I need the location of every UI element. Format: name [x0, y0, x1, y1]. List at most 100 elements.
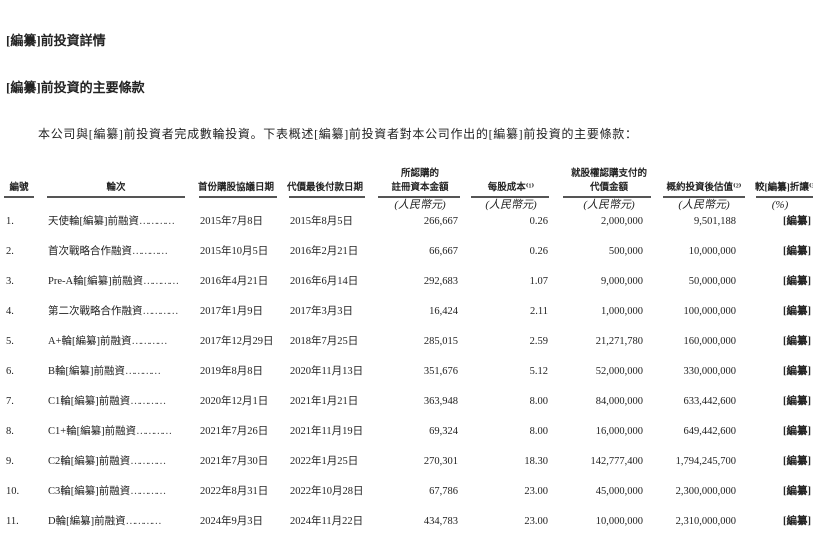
leader-dots: …………	[142, 306, 179, 317]
cell-cost-per-share: 23.00	[524, 516, 548, 527]
cell-valuation: 2,310,000,000	[675, 516, 736, 527]
cell-payment-date: 2015年8月5日	[290, 216, 353, 227]
header-agreement-date: 首份購股協議日期	[197, 183, 274, 193]
cell-registered-capital: 66,667	[429, 246, 458, 257]
unit-registered-capital: (人民幣元)	[394, 199, 446, 211]
round-name: C1輪[編纂]前融資	[48, 396, 131, 407]
cell-cost-per-share: 5.12	[529, 366, 548, 377]
round-name: 天使輪[編纂]前融資	[48, 216, 139, 227]
cell-no: 5.	[6, 336, 14, 347]
cell-registered-capital: 351,676	[423, 366, 458, 377]
cell-agreement-date: 2015年7月8日	[200, 216, 263, 227]
unit-consideration: (人民幣元)	[583, 199, 635, 211]
cell-payment-date: 2020年11月13日	[290, 366, 364, 377]
intro-paragraph: 本公司與[編纂]前投資者完成數輪投資。下表概述[編纂]前投資者對本公司作出的[編…	[38, 127, 638, 141]
table-row: 1. 天使輪[編纂]前融資………… 2015年7月8日 2015年8月5日 26…	[0, 215, 813, 235]
cell-cost-per-share: 0.26	[529, 216, 548, 227]
cell-round: 首次戰略合作融資…………	[48, 245, 194, 259]
cell-valuation: 1,794,245,700	[675, 456, 736, 467]
cell-consideration: 52,000,000	[595, 366, 643, 377]
header-rule	[199, 196, 277, 198]
cell-agreement-date: 2024年9月3日	[200, 516, 263, 527]
cell-consideration: 9,000,000	[601, 276, 643, 287]
unit-cost-per-share: (人民幣元)	[485, 199, 537, 211]
cell-payment-date: 2022年10月28日	[290, 486, 364, 497]
subsection-title: [編纂]前投資的主要條款	[6, 80, 145, 95]
header-registered-capital-line2: 註冊資本金額	[391, 183, 449, 193]
cell-discount: [編纂]	[783, 456, 811, 467]
cell-cost-per-share: 2.11	[530, 306, 548, 317]
cell-no: 6.	[6, 366, 14, 377]
cell-registered-capital: 69,324	[429, 426, 458, 437]
header-rule	[47, 196, 185, 198]
cell-payment-date: 2024年11月22日	[290, 516, 364, 527]
header-discount: 較[編纂]折讓⁽³⁾	[755, 183, 813, 193]
cell-payment-date: 2016年2月21日	[290, 246, 359, 257]
leader-dots: …………	[139, 216, 175, 227]
header-rule	[4, 196, 34, 198]
leader-dots: …………	[130, 396, 166, 407]
cell-consideration: 2,000,000	[601, 216, 643, 227]
cell-valuation: 160,000,000	[683, 336, 737, 347]
cell-cost-per-share: 2.59	[529, 336, 548, 347]
cell-no: 8.	[6, 426, 14, 437]
leader-dots: …………	[136, 426, 172, 437]
header-rule	[563, 196, 651, 198]
cell-round: 天使輪[編纂]前融資…………	[48, 215, 194, 229]
cell-agreement-date: 2019年8月8日	[200, 366, 263, 377]
cell-valuation: 633,442,600	[683, 396, 737, 407]
cell-agreement-date: 2021年7月30日	[200, 456, 269, 467]
cell-discount: [編纂]	[783, 336, 811, 347]
unit-valuation: (人民幣元)	[678, 199, 730, 211]
header-rule	[663, 196, 745, 198]
cell-round: A+輪[編纂]前融資…………	[48, 335, 194, 349]
cell-consideration: 1,000,000	[601, 306, 643, 317]
cell-no: 4.	[6, 306, 14, 317]
cell-valuation: 9,501,188	[694, 216, 736, 227]
cell-agreement-date: 2021年7月26日	[200, 426, 269, 437]
table-row: 4. 第二次戰略合作融資………… 2017年1月9日 2017年3月3日 16,…	[0, 305, 813, 325]
cell-discount: [編纂]	[783, 366, 811, 377]
leader-dots: …………	[132, 246, 168, 257]
round-name: 第二次戰略合作融資	[48, 306, 143, 317]
cell-no: 7.	[6, 396, 14, 407]
cell-agreement-date: 2020年12月1日	[200, 396, 269, 407]
cell-consideration: 84,000,000	[595, 396, 643, 407]
cell-no: 9.	[6, 456, 14, 467]
cell-consideration: 21,271,780	[595, 336, 643, 347]
cell-no: 3.	[6, 276, 14, 287]
cell-agreement-date: 2015年10月5日	[200, 246, 269, 257]
header-rule	[756, 196, 813, 198]
cell-discount: [編纂]	[783, 426, 811, 437]
header-payment-date: 代價最後付款日期	[286, 183, 363, 193]
cell-registered-capital: 285,015	[423, 336, 458, 347]
cell-registered-capital: 292,683	[423, 276, 458, 287]
header-valuation: 概約投資後估值⁽²⁾	[666, 183, 742, 193]
table-row: 2. 首次戰略合作融資………… 2015年10月5日 2016年2月21日 66…	[0, 245, 813, 265]
cell-discount: [編纂]	[783, 306, 811, 317]
cell-valuation: 330,000,000	[683, 366, 737, 377]
cell-agreement-date: 2022年8月31日	[200, 486, 269, 497]
cell-cost-per-share: 8.00	[529, 396, 548, 407]
round-name: B輪[編纂]前融資	[48, 366, 125, 377]
cell-no: 1.	[6, 216, 14, 227]
cell-consideration: 45,000,000	[595, 486, 643, 497]
leader-dots: …………	[130, 486, 166, 497]
table-row: 11. D輪[編纂]前融資………… 2024年9月3日 2024年11月22日 …	[0, 515, 813, 535]
round-name: C3輪[編纂]前融資	[48, 486, 131, 497]
leader-dots: …………	[125, 516, 162, 527]
section-title: [編纂]前投資詳情	[6, 33, 106, 48]
cell-payment-date: 2017年3月3日	[290, 306, 353, 317]
cell-payment-date: 2021年1月21日	[290, 396, 359, 407]
cell-round: C2輪[編纂]前融資…………	[48, 455, 194, 469]
table-row: 3. Pre-A輪[編纂]前融資………… 2016年4月21日 2016年6月1…	[0, 275, 813, 295]
cell-cost-per-share: 1.07	[529, 276, 548, 287]
cell-round: C1+輪[編纂]前融資…………	[48, 425, 194, 439]
cell-cost-per-share: 8.00	[529, 426, 548, 437]
header-rule	[289, 196, 365, 198]
cell-discount: [編纂]	[783, 216, 811, 227]
header-consideration-line2: 代價金額	[589, 183, 628, 193]
table-row: 9. C2輪[編纂]前融資………… 2021年7月30日 2022年1月25日 …	[0, 455, 813, 475]
header-round: 輪次	[106, 183, 126, 193]
cell-payment-date: 2022年1月25日	[290, 456, 359, 467]
